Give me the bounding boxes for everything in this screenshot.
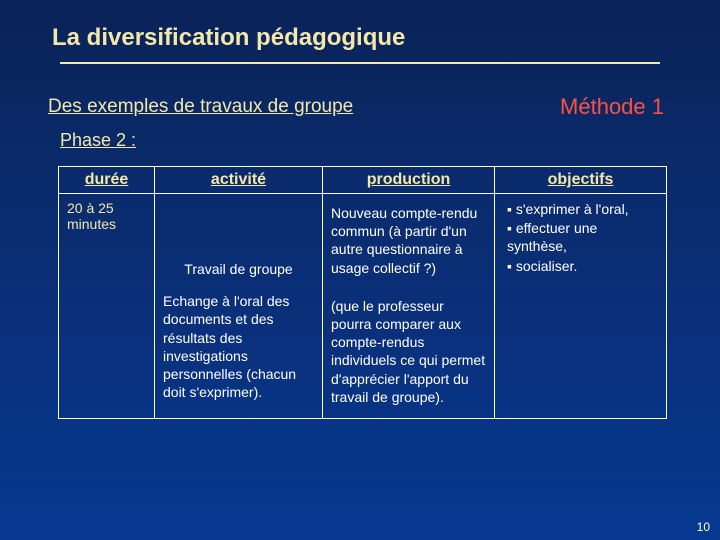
cell-objectifs: ▪ s'exprimer à l'oral, ▪ effectuer une s… xyxy=(495,194,667,419)
method-label: Méthode 1 xyxy=(560,94,664,120)
th-activite: activité xyxy=(155,167,323,194)
page-title: La diversification pédagogique xyxy=(52,24,405,52)
content-table: durée activité production objectifs 20 à… xyxy=(58,166,667,419)
table-row: 20 à 25 minutes Travail de groupe Echang… xyxy=(59,194,667,419)
objectifs-list: ▪ s'exprimer à l'oral, ▪ effectuer une s… xyxy=(503,200,658,275)
subtitle: Des exemples de travaux de groupe xyxy=(48,96,353,118)
objectif-item: ▪ socialiser. xyxy=(507,257,658,275)
cell-activite: Travail de groupe Echange à l'oral des d… xyxy=(155,194,323,419)
objectif-item: ▪ s'exprimer à l'oral, xyxy=(507,200,658,218)
cell-production: Nouveau compte-rendu commun (à partir d'… xyxy=(323,194,495,419)
obj-text: s'exprimer à l'oral, xyxy=(516,201,629,217)
obj-text: socialiser. xyxy=(516,258,577,274)
slide: La diversification pédagogique Des exemp… xyxy=(0,0,720,540)
activite-p1: Travail de groupe xyxy=(163,260,314,278)
objectif-item: ▪ effectuer une synthèse, xyxy=(507,219,658,255)
table-header-row: durée activité production objectifs xyxy=(59,167,667,194)
phase-label: Phase 2 : xyxy=(60,130,136,151)
th-objectifs: objectifs xyxy=(495,167,667,194)
obj-text: effectuer une synthèse, xyxy=(507,220,597,254)
page-number: 10 xyxy=(697,520,710,534)
activite-p2: Echange à l'oral des documents et des ré… xyxy=(163,292,314,401)
cell-duree: 20 à 25 minutes xyxy=(59,194,155,419)
th-duree: durée xyxy=(59,167,155,194)
th-production: production xyxy=(323,167,495,194)
production-p2: (que le professeur pourra comparer aux c… xyxy=(331,297,486,406)
production-p1: Nouveau compte-rendu commun (à partir d'… xyxy=(331,204,486,277)
title-underline xyxy=(60,62,660,64)
